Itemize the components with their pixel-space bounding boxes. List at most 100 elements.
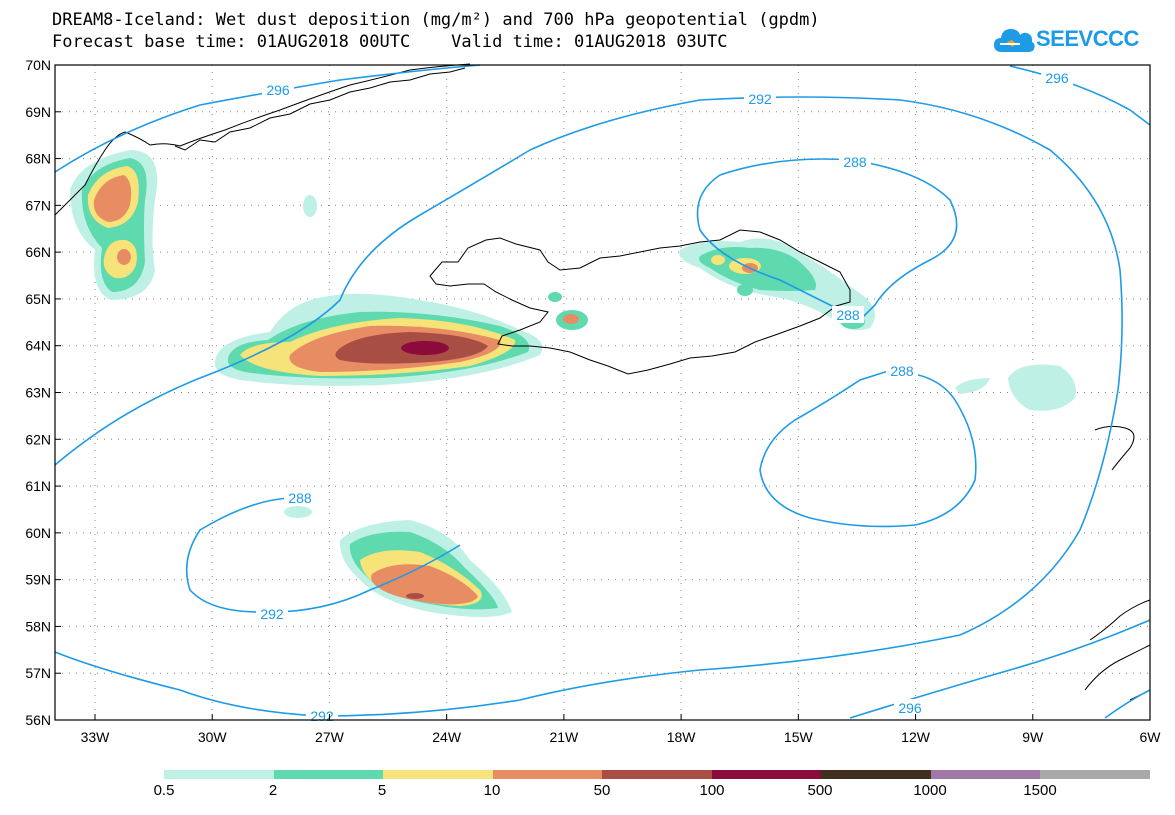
coastline-scotland (1084, 599, 1151, 701)
legend-swatch (164, 770, 274, 779)
legend-label: 0.5 (153, 782, 175, 799)
dust-area (303, 195, 317, 217)
coastline-greenland (54, 63, 471, 216)
dust-area (93, 175, 132, 222)
dust-area (117, 249, 131, 265)
dust-area (284, 506, 312, 518)
colorbar-legend: 0.5 2 5 10 50 100 500 1000 1500 (0, 770, 1175, 815)
contour-288-east-loop (696, 158, 958, 321)
lon-label: 33W (81, 729, 111, 745)
lat-label: 66N (25, 244, 51, 260)
dust-area (371, 564, 478, 605)
lat-label: 61N (25, 478, 51, 494)
contour-label-text: 292 (748, 91, 772, 107)
contour-label-bg (839, 153, 871, 170)
dust-area (1008, 364, 1076, 411)
coastline-faroe (1094, 425, 1135, 471)
contour-292 (54, 96, 1123, 717)
contour-label-text: 288 (836, 307, 860, 323)
contour-label-text: 292 (260, 606, 284, 622)
lon-label: 12W (901, 729, 931, 745)
lon-label: 21W (549, 729, 579, 745)
axis-labels: 70N 69N 68N 67N 66N 65N 64N 63N 62N 61N 60N 59N 58N 5… (25, 57, 1161, 745)
legend-label: 10 (483, 782, 501, 799)
contour-label: 296 (262, 81, 294, 98)
lat-label: 59N (25, 572, 51, 588)
contour-label-text: 296 (898, 700, 922, 716)
contour-label-bg (744, 90, 776, 107)
lat-label: 64N (25, 338, 51, 354)
cloud-icon (994, 29, 1035, 52)
contour-288-southwest (185, 497, 461, 613)
lat-label: 58N (25, 618, 51, 634)
gridlines (55, 65, 1150, 720)
logo-text: SEEVCCC (1036, 26, 1139, 51)
seevccc-logo: SEEVCCC (992, 16, 1152, 60)
contour-label: 292 (256, 605, 288, 622)
dust-area (548, 292, 562, 302)
lat-label: 70N (25, 57, 51, 73)
contour-label-bg (256, 605, 288, 622)
chart-subtitle: Forecast base time: 01AUG2018 00UTC Vali… (52, 32, 728, 52)
lat-label: 57N (25, 665, 51, 681)
dust-area (401, 341, 449, 355)
contour-label: 288 (839, 153, 871, 170)
contour-labels: 296 292 288 288 288 288 292 292 296 296 (256, 69, 1073, 724)
map-canvas: 296 292 288 288 288 288 292 292 296 296 70N 69N 68N… (25, 57, 1161, 745)
contour-label-bg (1041, 69, 1073, 86)
legend-label: 50 (593, 782, 611, 799)
coastline-iceland (429, 229, 851, 375)
contour-label: 296 (894, 699, 926, 716)
legend-label: 1000 (913, 782, 947, 799)
contour-label-text: 292 (310, 708, 334, 724)
contour-label: 292 (744, 90, 776, 107)
dust-deposition-layer (70, 150, 1076, 617)
contour-label: 288 (284, 489, 316, 506)
lon-label: 6W (1140, 729, 1162, 745)
dust-area (563, 314, 579, 324)
lat-label: 63N (25, 385, 51, 401)
contour-label: 288 (886, 362, 918, 379)
contour-296-northeast (1009, 65, 1151, 126)
dust-area (406, 593, 424, 599)
lat-label: 60N (25, 525, 51, 541)
lat-label: 69N (25, 104, 51, 120)
legend-swatch (492, 770, 603, 779)
lat-label: 67N (25, 197, 51, 213)
legend-swatch (930, 770, 1041, 779)
contour-label: 296 (1041, 69, 1073, 86)
contour-label-bg (262, 81, 294, 98)
lon-label: 30W (198, 729, 228, 745)
legend-label: 5 (377, 782, 387, 799)
legend-swatch (383, 770, 494, 779)
legend-label: 500 (807, 782, 833, 799)
contour-label-bg (284, 489, 316, 506)
lat-label: 62N (25, 431, 51, 447)
coastline-greenland-fjords (174, 67, 466, 151)
dust-area (737, 284, 753, 296)
contour-label-bg (886, 362, 918, 379)
chart-title: DREAM8-Iceland: Wet dust deposition (mg/… (52, 10, 820, 30)
legend-swatch (273, 770, 384, 779)
lon-label: 18W (667, 729, 697, 745)
contour-label-text: 288 (843, 154, 867, 170)
legend-swatch (711, 770, 822, 779)
contour-label-text: 296 (266, 82, 290, 98)
geopotential-contours (54, 64, 1151, 719)
lon-label: 27W (315, 729, 345, 745)
contour-label-text: 296 (1045, 70, 1069, 86)
lon-label: 9W (1022, 729, 1044, 745)
contour-label: 288 (832, 306, 864, 323)
lon-label: 24W (432, 729, 462, 745)
legend-label: 2 (268, 782, 278, 799)
contour-label-text: 288 (890, 363, 914, 379)
legend-label: 100 (699, 782, 725, 799)
legend-swatch (602, 770, 713, 779)
lat-label: 68N (25, 151, 51, 167)
legend-swatch (1040, 770, 1151, 779)
contour-label-bg (894, 699, 926, 716)
lat-label: 56N (25, 712, 51, 728)
dust-area (711, 255, 725, 265)
dust-area (955, 378, 990, 394)
legend-swatch (821, 770, 932, 779)
